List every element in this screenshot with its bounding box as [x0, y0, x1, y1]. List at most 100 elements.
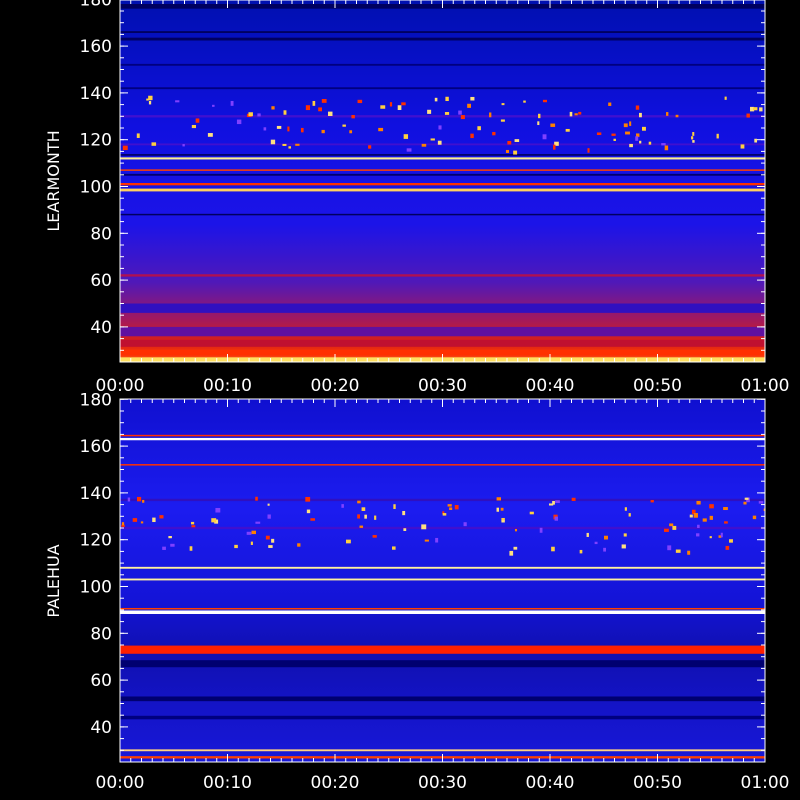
burst-speck	[621, 544, 626, 549]
burst-speck	[438, 125, 442, 130]
burst-speck	[667, 545, 672, 551]
burst-speck	[538, 113, 541, 119]
burst-speck	[287, 126, 290, 132]
band-9	[120, 566, 765, 569]
burst-speck	[421, 524, 427, 530]
burst-speck	[346, 539, 351, 544]
band-17	[120, 37, 765, 41]
burst-speck	[310, 518, 316, 521]
band-8	[120, 578, 765, 581]
burst-speck	[554, 516, 559, 521]
burst-speck	[542, 99, 547, 103]
burst-speck	[295, 143, 300, 146]
burst-speck	[514, 528, 518, 532]
burst-speck	[744, 497, 749, 500]
burst-speck	[182, 144, 185, 147]
palehua-bursts	[121, 496, 765, 556]
burst-speck	[553, 144, 556, 150]
burst-speck	[548, 503, 554, 506]
burst-speck	[357, 514, 361, 519]
burst-speck	[421, 143, 427, 147]
burst-speck	[430, 138, 435, 141]
y-tick-label: 80	[90, 624, 112, 644]
x-tick-label: 00:40	[526, 376, 575, 396]
burst-speck	[389, 102, 393, 107]
palehua-plot-area	[120, 399, 765, 762]
burst-speck	[255, 521, 261, 524]
burst-speck	[523, 100, 526, 103]
burst-speck	[571, 497, 576, 501]
burst-speck	[263, 127, 267, 131]
burst-speck	[190, 521, 195, 525]
burst-speck	[142, 499, 145, 503]
burst-speck	[752, 515, 757, 520]
burst-speck	[151, 142, 157, 146]
burst-speck	[374, 515, 377, 520]
burst-speck	[467, 103, 472, 108]
y-tick-label: 80	[90, 224, 112, 244]
x-tick-label: 01:00	[741, 376, 790, 396]
band-6	[120, 610, 765, 614]
burst-speck	[635, 105, 640, 110]
burst-speck	[709, 504, 714, 509]
burst-speck	[146, 98, 149, 101]
burst-speck	[724, 521, 728, 524]
y-tick-label: 140	[80, 84, 112, 104]
burst-speck	[402, 510, 406, 516]
burst-speck	[372, 535, 377, 538]
y-tick-label: 140	[80, 484, 112, 504]
burst-speck	[406, 148, 412, 152]
burst-speck	[596, 132, 602, 136]
burst-speck	[492, 131, 496, 136]
burst-speck	[675, 549, 681, 553]
burst-speck	[397, 105, 402, 110]
burst-speck	[401, 102, 406, 106]
burst-speck	[357, 500, 361, 504]
x-tick-label: 00:20	[311, 773, 360, 793]
palehua-bands	[120, 434, 765, 759]
burst-speck	[212, 104, 215, 107]
burst-speck	[661, 143, 666, 146]
burst-speck	[297, 543, 301, 547]
burst-speck	[623, 123, 628, 128]
burst-speck	[650, 500, 654, 503]
burst-speck	[305, 105, 311, 111]
y-tick-label: 180	[80, 390, 112, 410]
band-1	[120, 349, 765, 356]
burst-speck	[361, 507, 366, 511]
y-tick-label: 60	[90, 671, 112, 691]
burst-speck	[300, 127, 304, 133]
burst-speck	[639, 112, 642, 118]
burst-speck	[613, 138, 616, 141]
burst-speck	[341, 504, 344, 508]
burst-speck	[257, 113, 261, 117]
burst-speck	[642, 126, 646, 131]
burst-speck	[270, 139, 276, 145]
band-15	[120, 87, 765, 90]
burst-speck	[743, 501, 747, 505]
burst-speck	[403, 134, 409, 139]
burst-speck	[189, 546, 193, 551]
band-7	[120, 607, 765, 610]
burst-speck	[424, 539, 429, 542]
learmonth-bursts	[122, 95, 763, 155]
y-tick-label: 100	[80, 578, 112, 598]
burst-speck	[136, 133, 140, 138]
burst-speck	[458, 110, 462, 115]
burst-speck	[604, 535, 608, 540]
burst-speck	[537, 121, 540, 126]
burst-speck	[552, 500, 555, 505]
palehua-x-axis: 00:00 00:10 00:20 00:30 00:40 00:50 01:00	[96, 399, 790, 793]
burst-speck	[246, 531, 252, 535]
burst-speck	[509, 550, 514, 556]
burst-speck	[501, 103, 505, 106]
burst-speck	[555, 500, 560, 504]
burst-speck	[234, 544, 238, 549]
burst-speck	[267, 503, 270, 506]
burst-speck	[127, 497, 131, 502]
burst-speck	[636, 133, 640, 137]
burst-speck	[442, 511, 445, 515]
burst-speck	[328, 111, 333, 117]
burst-speck	[321, 129, 325, 134]
